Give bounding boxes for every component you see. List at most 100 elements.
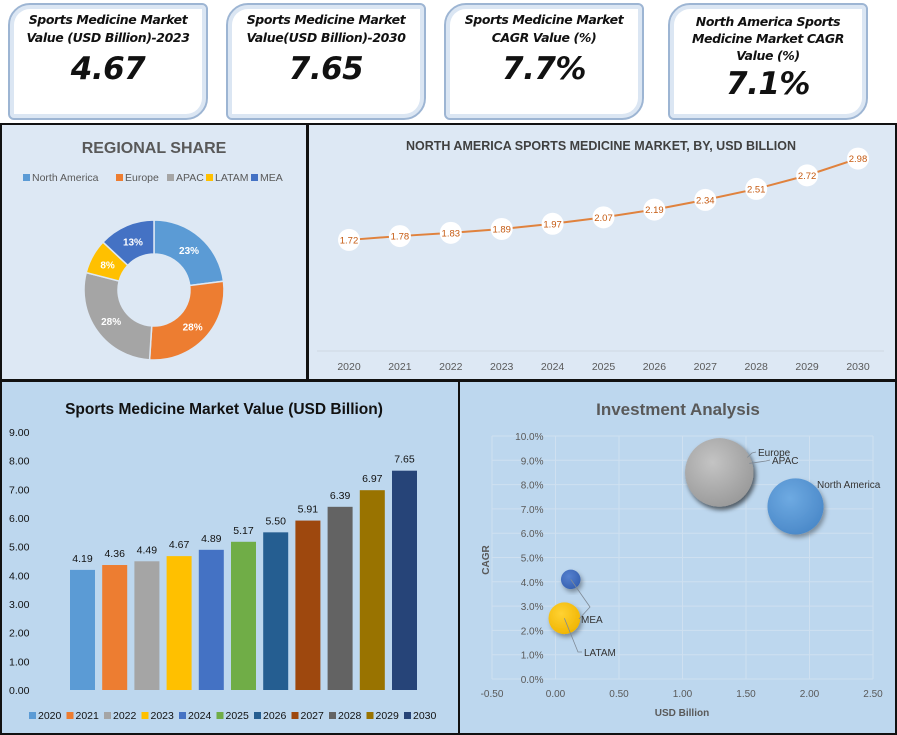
- data-point: [592, 206, 615, 229]
- kpi-value: 4.67: [70, 51, 146, 87]
- x-tick-label: -0.50: [481, 689, 504, 700]
- legend-label: 2021: [76, 710, 100, 722]
- north-america-line-panel: NORTH AMERICA SPORTS MEDICINE MARKET, BY…: [307, 123, 897, 381]
- kpi-title-line: Value (%): [736, 48, 800, 63]
- legend-item: 2030: [404, 710, 437, 722]
- data-label: 1.72: [340, 235, 359, 246]
- legend-item: 2022: [104, 710, 137, 722]
- data-label: 1.83: [442, 228, 461, 239]
- x-tick-label: 2029: [795, 361, 819, 373]
- kpi-value: 7.1%: [726, 66, 810, 102]
- x-tick-label: 2.50: [863, 689, 883, 700]
- bar-2023: [166, 556, 192, 690]
- legend-label: 2029: [376, 710, 400, 722]
- bubble-label: Europe: [747, 448, 791, 459]
- y-tick-label: 1.00: [9, 656, 30, 668]
- bar-2029: [359, 490, 385, 690]
- legend-label: 2025: [226, 710, 250, 722]
- legend-swatch: [254, 712, 261, 719]
- y-tick-label: 2.00: [9, 628, 30, 640]
- legend-item: 2027: [291, 710, 325, 722]
- bar-2026: [263, 532, 289, 690]
- bar-data-label: 6.39: [330, 490, 351, 502]
- data-label: 1.78: [391, 232, 410, 243]
- bubble-label: MEA: [570, 579, 603, 626]
- bar-data-label: 5.91: [298, 504, 319, 516]
- y-tick-label: 9.0%: [521, 456, 544, 467]
- bar-2020: [70, 569, 95, 690]
- bubble-apac: [685, 438, 754, 507]
- x-tick-label: 2030: [846, 361, 870, 373]
- kpi-title-line: Value (USD Billion)-2023: [26, 30, 190, 45]
- y-tick-label: 9.00: [9, 427, 30, 439]
- legend-swatch: [167, 174, 174, 181]
- legend-item: Europe: [116, 172, 159, 184]
- kpi-card-market-value-2023: Sports Medicine Market Value (USD Billio…: [8, 3, 208, 120]
- bubble-label-text: APAC: [772, 456, 799, 467]
- leader-line: [747, 451, 757, 458]
- legend-label: Europe: [125, 172, 159, 184]
- bar-2027: [295, 520, 321, 690]
- data-point: [796, 164, 819, 187]
- kpi-value: 7.65: [288, 51, 364, 87]
- north-america-line-chart: NORTH AMERICA SPORTS MEDICINE MARKET, BY…: [317, 139, 884, 373]
- data-point: [541, 212, 564, 235]
- x-tick-label: 0.50: [609, 689, 629, 700]
- legend-swatch: [366, 712, 374, 719]
- bar-2028: [327, 506, 353, 690]
- legend-swatch: [404, 712, 411, 719]
- x-tick-label: 1.00: [673, 689, 693, 700]
- legend-label: 2026: [263, 710, 287, 722]
- data-label: 1.89: [492, 224, 511, 235]
- bar-2024: [198, 549, 224, 690]
- data-label: 1.97: [543, 219, 562, 230]
- data-point: [847, 147, 869, 170]
- kpi-title-line: Sports Medicine Market: [464, 12, 624, 27]
- kpi-title-line: North America Sports: [695, 14, 841, 29]
- data-point: [694, 188, 717, 211]
- regional-share-chart: REGIONAL SHARE North America Europe APAC LA…: [23, 140, 283, 361]
- legend-swatch: [329, 712, 336, 719]
- x-tick-label: 1.50: [736, 689, 756, 700]
- donut-data-label: 23%: [179, 246, 199, 257]
- bar-2022: [134, 561, 160, 690]
- bar-data-label: 5.17: [233, 525, 254, 537]
- legend-item: MEA: [251, 172, 283, 184]
- legend-label: 2022: [113, 710, 137, 722]
- legend-label: APAC: [176, 172, 204, 184]
- kpi-title-line: Value(USD Billion)-2030: [246, 30, 406, 45]
- x-tick-label: 2023: [490, 361, 514, 373]
- chart-title: Investment Analysis: [596, 400, 760, 419]
- y-axis-title: CAGR: [481, 545, 492, 575]
- bubble-label-text: MEA: [581, 615, 603, 626]
- y-tick-label: 8.00: [9, 456, 30, 468]
- investment-analysis-chart: Investment Analysis -0.50 0.00 0.50 1.00 1.5…: [481, 400, 884, 719]
- bar-data-label: 4.19: [72, 553, 93, 565]
- kpi-title-line: CAGR Value (%): [491, 30, 597, 45]
- data-point: [388, 225, 411, 248]
- x-tick-label: 2025: [592, 361, 616, 373]
- legend-item: 2025: [216, 710, 250, 722]
- bubble-mea: [560, 569, 581, 590]
- data-point: [745, 177, 768, 200]
- kpi-title: Sports Medicine Market Value (USD Billio…: [10, 5, 206, 47]
- data-label: 2.72: [798, 171, 817, 182]
- bubble-label-text: North America: [817, 480, 881, 491]
- kpi-title-line: Sports Medicine Market: [28, 12, 188, 27]
- donut-data-label: 13%: [123, 237, 143, 248]
- legend-label: 2028: [338, 710, 362, 722]
- legend-label: LATAM: [215, 172, 248, 184]
- legend-item: 2023: [141, 710, 174, 722]
- legend-label: 2030: [413, 710, 437, 722]
- donut-slice-apac: [83, 271, 153, 361]
- legend-swatch: [116, 174, 123, 181]
- legend-item: 2020: [29, 710, 62, 722]
- investment-analysis-panel: Investment Analysis -0.50 0.00 0.50 1.00 1.5…: [458, 380, 897, 735]
- legend-swatch: [179, 712, 186, 719]
- bar-2030: [392, 470, 417, 690]
- x-tick-label: 0.00: [546, 689, 566, 700]
- legend-label: 2027: [301, 710, 325, 722]
- y-tick-label: 3.00: [9, 599, 30, 611]
- kpi-card-north-america-cagr: North America Sports Medicine Market CAG…: [668, 3, 868, 120]
- regional-share-panel: REGIONAL SHARE North America Europe APAC LA…: [0, 123, 308, 381]
